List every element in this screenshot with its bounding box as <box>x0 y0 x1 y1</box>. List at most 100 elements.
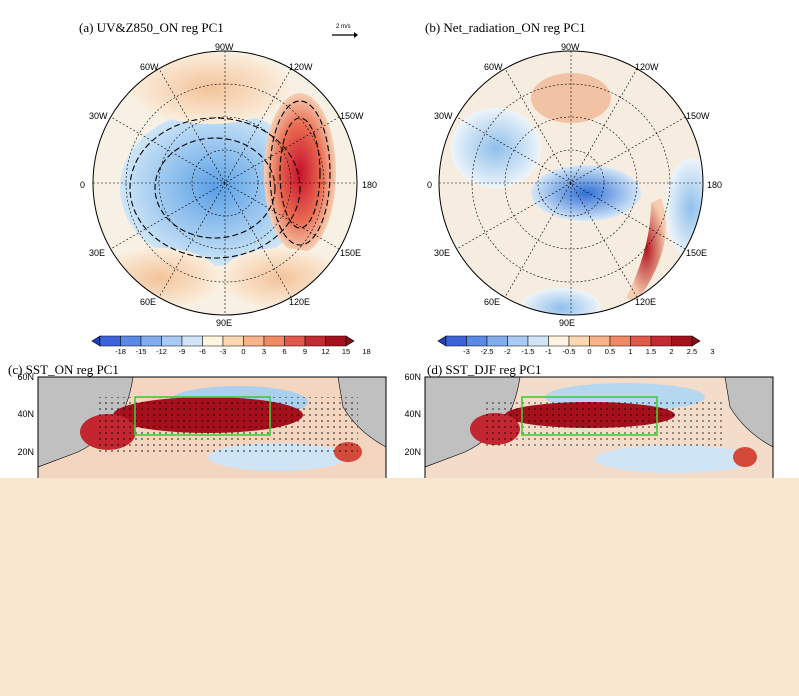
panel-a-lon-30e: 30E <box>89 248 106 258</box>
b-colorbar-tick-label: 0 <box>587 347 592 356</box>
panel-d-lat-60n: 60N <box>404 372 421 382</box>
b-colorbar-tick-label: -1.5 <box>521 347 535 356</box>
panel-b-negative-anomaly <box>531 165 641 221</box>
panel-a-lon-120e: 120E <box>289 297 311 307</box>
panel-a-colorbar <box>91 335 355 347</box>
panel-b-positive-anomaly <box>626 198 666 300</box>
panel-c-sst-map <box>37 376 387 480</box>
b-colorbar-segment <box>486 335 508 347</box>
b-colorbar-segment <box>671 335 693 347</box>
a-colorbar-segment <box>140 335 162 347</box>
panel-a-lon-150w: 150W <box>340 111 364 121</box>
panel-c-title: (c) SST_ON reg PC1 <box>8 362 119 377</box>
panel-a-lon-0: 0 <box>80 180 86 190</box>
panel-b-lon-120w: 120W <box>635 62 659 72</box>
panel-b-lon-150e: 150E <box>686 248 708 258</box>
panel-b-title: (b) Net_radiation_ON reg PC1 <box>425 20 586 35</box>
a-colorbar-tick-label: -6 <box>199 347 206 356</box>
panel-a-lon-60w: 60W <box>140 62 159 72</box>
a-colorbar-segment <box>99 335 121 347</box>
a-colorbar-tick-label: 0 <box>241 347 246 356</box>
panel-c-lat-40n: 40N <box>17 409 34 419</box>
panel-b-lon-60w: 60W <box>484 62 503 72</box>
panel-c-region-box <box>134 396 271 436</box>
a-colorbar-segment <box>284 335 306 347</box>
b-colorbar-segment <box>650 335 672 347</box>
b-colorbar-tick-label: 2 <box>669 347 674 356</box>
a-colorbar-tick-label: 9 <box>302 347 308 356</box>
panel-a-lon-60e: 60E <box>140 297 157 307</box>
a-colorbar-tick-label: -3 <box>219 347 227 356</box>
a-colorbar-segment <box>263 335 285 347</box>
a-colorbar-tick-label: 3 <box>261 347 267 356</box>
panel-a-polar-map <box>92 50 358 316</box>
panel-d-lat-20n: 20N <box>404 447 421 457</box>
b-colorbar-segment <box>507 335 529 347</box>
panel-b-lon-60e: 60E <box>484 297 501 307</box>
a-colorbar-tick-label: -15 <box>135 347 147 356</box>
panel-b-polar-map <box>438 50 704 316</box>
b-colorbar-tick-label: -2.5 <box>480 347 494 356</box>
a-colorbar-tick-label: -9 <box>178 347 186 356</box>
panel-a-title: (a) UV&Z850_ON reg PC1 <box>79 20 224 35</box>
b-colorbar-segment <box>527 335 549 347</box>
b-colorbar-segment <box>568 335 590 347</box>
b-colorbar-min-tip <box>437 335 447 347</box>
a-colorbar-segment <box>161 335 183 347</box>
panel-b-lon-30e: 30E <box>434 248 451 258</box>
panel-b-lon-180: 180 <box>707 180 723 190</box>
a-colorbar-tick-label: 15 <box>341 347 351 356</box>
b-colorbar-segment <box>445 335 467 347</box>
reference-vector-arrow <box>332 32 358 38</box>
a-colorbar-segment <box>181 335 203 347</box>
b-colorbar-segment <box>630 335 652 347</box>
b-colorbar-segment <box>589 335 611 347</box>
panel-a-lon-90w: 90W <box>215 42 234 52</box>
a-colorbar-tick-label: 6 <box>282 347 287 356</box>
a-colorbar-tick-label: -18 <box>115 347 126 356</box>
reference-vector-label: 2 m/s <box>336 24 351 30</box>
panel-c-lat-20n: 20N <box>17 447 34 457</box>
panel-a-lon-150e: 150E <box>340 248 362 258</box>
panel-b-colorbar <box>437 335 701 347</box>
b-colorbar-tick-label: 0.5 <box>604 347 616 356</box>
panel-a-lon-30w: 30W <box>89 111 108 121</box>
b-colorbar-tick-label: -3 <box>463 347 470 356</box>
panel-a-positive-anomaly <box>264 93 336 253</box>
panel-a-lon-120w: 120W <box>289 62 313 72</box>
panel-a-lon-180: 180 <box>362 180 378 190</box>
a-colorbar-segment <box>202 335 224 347</box>
a-colorbar-segment <box>304 335 326 347</box>
panel-b-lon-150w: 150W <box>686 111 710 121</box>
a-colorbar-max-tip <box>345 335 355 347</box>
b-colorbar-tick-label: 3 <box>710 347 715 356</box>
b-colorbar-segment <box>466 335 488 347</box>
b-colorbar-tick-label: -0.5 <box>562 347 576 356</box>
panel-d-region-box <box>521 396 658 436</box>
b-colorbar-segment <box>609 335 631 347</box>
b-colorbar-segment <box>548 335 570 347</box>
b-colorbar-tick-label: 2.5 <box>686 347 698 356</box>
panel-c-lat-60n: 60N <box>17 372 34 382</box>
b-colorbar-max-tip <box>691 335 701 347</box>
a-colorbar-segment <box>120 335 142 347</box>
panel-b-lon-120e: 120E <box>635 297 657 307</box>
panel-a-negative-anomaly <box>120 110 310 266</box>
panel-b-lon-90w: 90W <box>561 42 580 52</box>
a-colorbar-min-tip <box>91 335 101 347</box>
panel-b-lon-90e: 90E <box>559 318 576 328</box>
panel-d-title: (d) SST_DJF reg PC1 <box>427 362 542 377</box>
a-colorbar-tick-label: -12 <box>156 347 167 356</box>
panel-d-sst-map <box>424 376 774 480</box>
a-colorbar-tick-label: 12 <box>321 347 330 356</box>
panel-b-lon-30w: 30W <box>434 111 453 121</box>
b-colorbar-tick-label: 1.5 <box>645 347 657 356</box>
panel-d-lat-40n: 40N <box>404 409 421 419</box>
a-colorbar-segment <box>325 335 347 347</box>
a-colorbar-segment <box>243 335 265 347</box>
b-colorbar-tick-label: -2 <box>504 347 511 356</box>
b-colorbar-tick-label: 1 <box>628 347 633 356</box>
panel-b-lon-0: 0 <box>427 180 433 190</box>
blank-cover-area <box>0 478 799 696</box>
a-colorbar-tick-label: 18 <box>362 347 371 356</box>
